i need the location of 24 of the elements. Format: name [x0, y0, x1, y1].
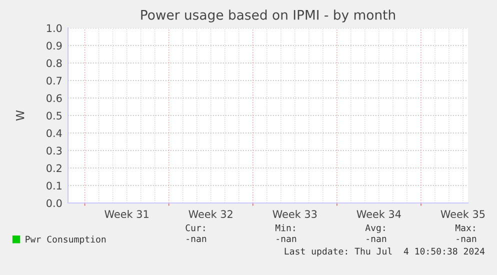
y-tick-label: 0.6	[46, 94, 62, 102]
x-tick-label: Week 35	[440, 210, 485, 218]
chart-title: Power usage based on IPMI - by month	[141, 10, 395, 22]
y-tick-label: 0.2	[46, 164, 62, 172]
text: Last update: Thu Jul 4 10:50:38 2024	[284, 248, 485, 256]
y-tick-label: 0.7	[46, 76, 62, 85]
y-tick-label: 0.1	[46, 182, 62, 190]
x-tick-label: Week 32	[188, 210, 232, 218]
y-tick-label: 0.4	[46, 129, 62, 138]
x-tick-label: Week 33	[272, 210, 317, 218]
text: Min: -nan	[276, 224, 296, 242]
y-tick-label: 0.3	[46, 146, 62, 155]
y-axis-title: W	[16, 110, 24, 121]
y-tick-label: 1.0	[47, 24, 62, 32]
x-tick-label: Week 31	[104, 210, 148, 218]
y-tick-label: 0.9	[46, 42, 62, 50]
text: Max: -nan	[456, 224, 476, 242]
y-tick-label: 0.5	[46, 112, 62, 120]
text: Cur: -nan	[186, 224, 206, 242]
y-tick-label: 0.0	[46, 199, 62, 208]
y-tick-label: 0.8	[46, 59, 62, 68]
text: Avg: -nan	[365, 224, 386, 242]
x-tick-label: Week 34	[356, 210, 401, 218]
legend-label: Pwr Consumption	[26, 236, 106, 244]
